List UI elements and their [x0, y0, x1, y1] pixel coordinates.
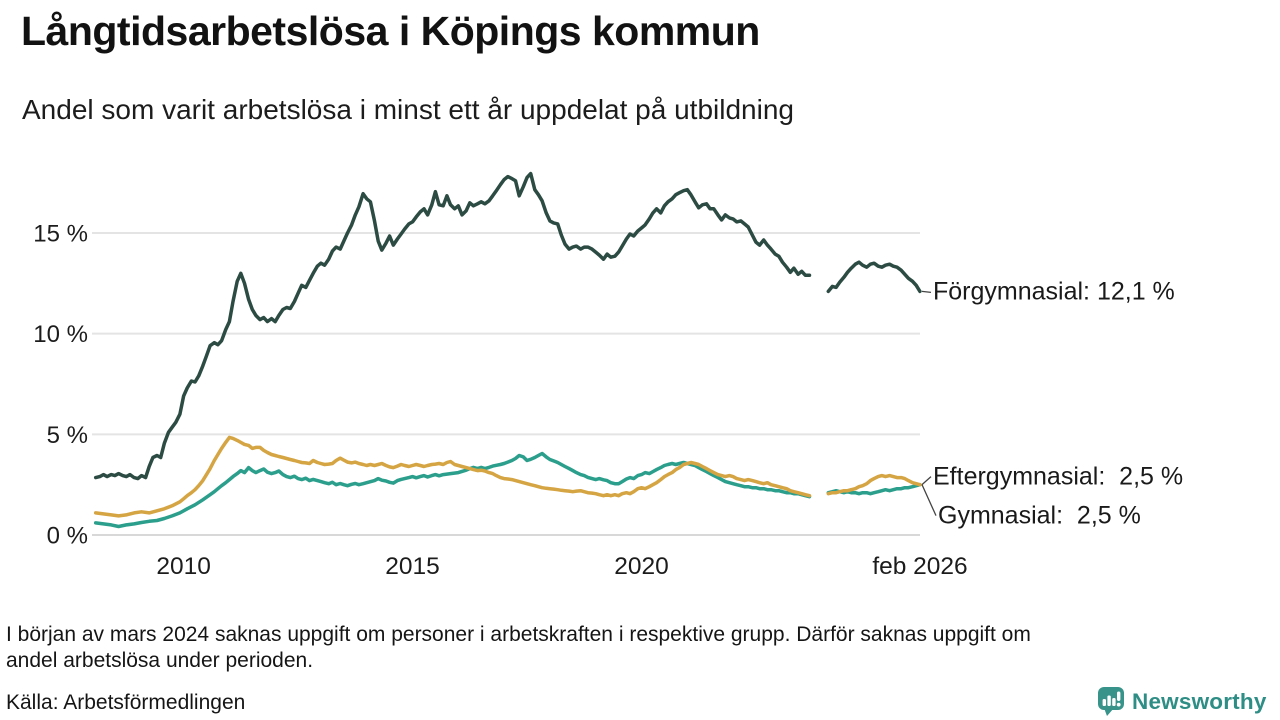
y-axis-label: 10 %	[33, 321, 88, 348]
series-line-eftergymnasial	[93, 451, 812, 529]
series-line-förgymnasial	[93, 171, 812, 481]
y-axis-label: 0 %	[47, 523, 88, 550]
y-axis-label: 15 %	[33, 221, 88, 248]
label-connector	[921, 484, 937, 516]
series-end-label-förgymnasial: Förgymnasial: 12,1 %	[933, 277, 1175, 306]
x-axis-label: feb 2026	[872, 553, 967, 580]
label-connector	[921, 290, 932, 294]
series-line-förgymnasial	[826, 260, 922, 294]
source-label: Källa: Arbetsförmedlingen	[6, 691, 246, 714]
series-line-gymnasial	[93, 435, 812, 518]
chart-title: Långtidsarbetslösa i Köpings kommun	[21, 8, 760, 54]
newsworthy-wordmark: Newsworthy	[1132, 688, 1267, 714]
newsworthy-icon	[1098, 687, 1124, 716]
x-axis-label: 2015	[385, 553, 440, 580]
series-end-label-eftergymnasial: Eftergymnasial: 2,5 %	[933, 461, 1184, 490]
chart-subtitle: Andel som varit arbetslösa i minst ett å…	[22, 94, 794, 125]
series-line-eftergymnasial	[826, 482, 922, 496]
newsworthy-logo: Newsworthy	[1097, 686, 1267, 717]
y-axis-label: 5 %	[47, 422, 88, 449]
footnote: I början av mars 2024 saknas uppgift om …	[6, 622, 1251, 673]
footnote-line: andel arbetslösa under perioden.	[6, 648, 314, 672]
series-line-gymnasial	[826, 473, 922, 496]
x-axis-label: 2020	[614, 553, 669, 580]
footnote-line: I början av mars 2024 saknas uppgift om …	[6, 623, 1031, 646]
x-axis-label: 2010	[156, 553, 211, 580]
series-end-label-gymnasial: Gymnasial: 2,5 %	[938, 500, 1141, 529]
label-connector	[921, 476, 932, 486]
